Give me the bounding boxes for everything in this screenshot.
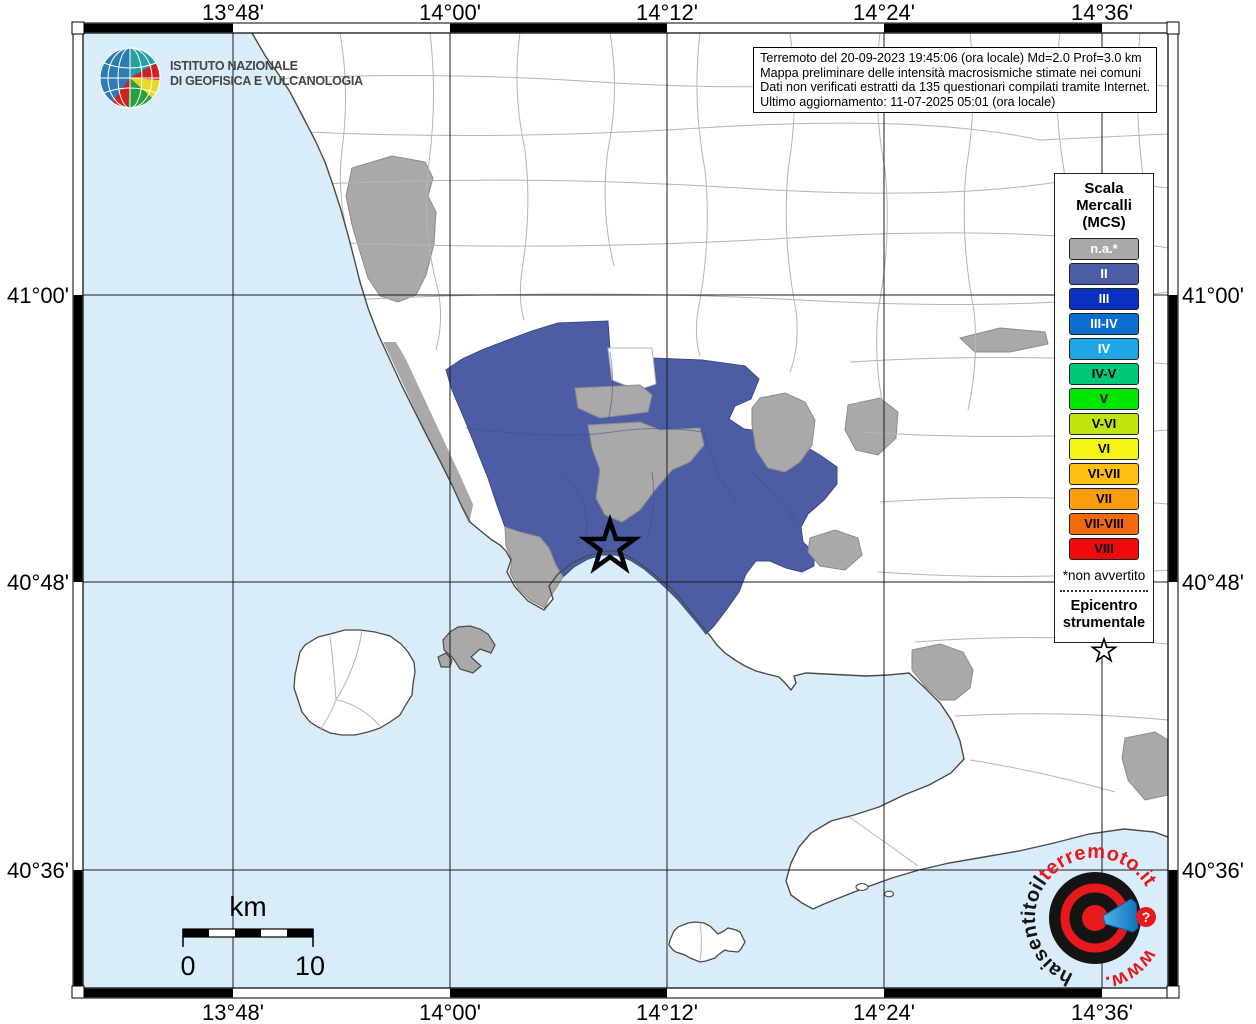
info-line-updated: Ultimo aggiornamento: 11-07-2025 05:01 (… (760, 94, 1056, 109)
legend-items: n.a.* II III III-IV IV IV-V V V-VI VI VI… (1055, 238, 1153, 560)
borders-in-blue (465, 351, 801, 541)
info-line-map-type: Mappa preliminare delle intensità macros… (760, 65, 1141, 80)
ingv-logo: ISTITUTO NAZIONALE DI GEOFISICA E VULCAN… (98, 46, 363, 116)
legend-swatch-iv: IV (1069, 338, 1139, 360)
axis-right-0: 41°00' (1182, 283, 1244, 308)
ingv-globe-icon (99, 47, 161, 109)
legend-epicenter-line1: Epicentro (1070, 598, 1138, 614)
legend-swatch-ii: II (1069, 263, 1139, 285)
mcs-legend: Scala Mercalli (MCS) n.a.* II III III-IV… (1054, 173, 1154, 663)
legend-divider (1060, 590, 1148, 592)
island-ischia (293, 629, 416, 736)
info-line-data-source: Dati non verificati estratti da 135 ques… (760, 80, 1150, 95)
legend-swatch-iv-v: IV-V (1069, 363, 1139, 385)
legend-swatch-na: n.a.* (1069, 238, 1139, 260)
legend-swatch-vii: VII (1069, 488, 1139, 510)
haisentito-logo-icon: ? haisentitoilterremoto.it www. (1018, 841, 1161, 994)
axis-bottom-1: 14°00' (419, 1000, 481, 1024)
axis-bottom-3: 14°24' (853, 1000, 915, 1024)
legend-swatch-viii: VIII (1069, 538, 1139, 560)
scale-bar: km 0 10 (180, 891, 325, 981)
axis-top-0: 13°48' (202, 0, 264, 25)
legend-swatch-vii-viii: VII-VIII (1069, 513, 1139, 535)
question-mark-icon: ? (1142, 909, 1151, 925)
island-capri (668, 921, 746, 963)
axis-labels: 13°48' 14°00' 14°12' 14°24' 14°36' 13°48… (7, 0, 1244, 1024)
legend-swatch-v-vi: V-VI (1069, 413, 1139, 435)
info-line-event: Terremoto del 20-09-2023 19:45:06 (ora l… (760, 51, 1142, 65)
legend-swatch-vi-vii: VI-VII (1069, 463, 1139, 485)
axis-bottom-4: 14°36' (1071, 1000, 1133, 1024)
island-procida (437, 625, 496, 674)
axis-top-4: 14°36' (1071, 0, 1133, 25)
coastline (251, 33, 1168, 910)
axis-left-1: 40°48' (7, 570, 69, 595)
scale-end-label: 10 (295, 951, 325, 981)
legend-title-line2: Mercalli (1076, 197, 1132, 214)
islets-li-galli (855, 883, 895, 898)
legend-swatch-iii: III (1069, 288, 1139, 310)
legend-title-line1: Scala (1084, 180, 1124, 197)
axis-left-0: 41°00' (7, 283, 69, 308)
axis-left-2: 40°36' (7, 858, 69, 883)
legend-swatch-vi: VI (1069, 438, 1139, 460)
municipality-white-notch (607, 347, 657, 391)
haisentito-logo: ? haisentitoilterremoto.it www. (1013, 836, 1183, 1006)
axis-right-2: 40°36' (1182, 858, 1244, 883)
epicenter-star (578, 513, 642, 574)
earthquake-info-box: Terremoto del 20-09-2023 19:45:06 (ora l… (753, 47, 1157, 114)
legend-epicenter-star-icon (1090, 636, 1118, 663)
legend-title-line3: (MCS) (1082, 214, 1126, 231)
legend-epicenter-line2: strumentale (1062, 615, 1146, 631)
scale-unit-label: km (229, 891, 266, 922)
legend-swatch-v: V (1069, 388, 1139, 410)
axis-top-2: 14°12' (636, 0, 698, 25)
ingv-name-line2: DI GEOFISICA E VULCANOLOGIA (170, 74, 363, 88)
scale-start-label: 0 (180, 951, 195, 981)
ingv-name-line1: ISTITUTO NAZIONALE (170, 59, 298, 73)
axis-bottom-2: 14°12' (636, 1000, 698, 1024)
map-frame (71, 21, 1180, 999)
axis-top-3: 14°24' (853, 0, 915, 25)
graticule (83, 33, 1168, 988)
axis-top-1: 14°00' (419, 0, 481, 25)
axis-right-1: 40°48' (1182, 570, 1244, 595)
axis-bottom-0: 13°48' (202, 1000, 264, 1024)
legend-swatch-iii-iv: III-IV (1069, 313, 1139, 335)
legend-footnote: *non avvertito (1062, 568, 1146, 583)
